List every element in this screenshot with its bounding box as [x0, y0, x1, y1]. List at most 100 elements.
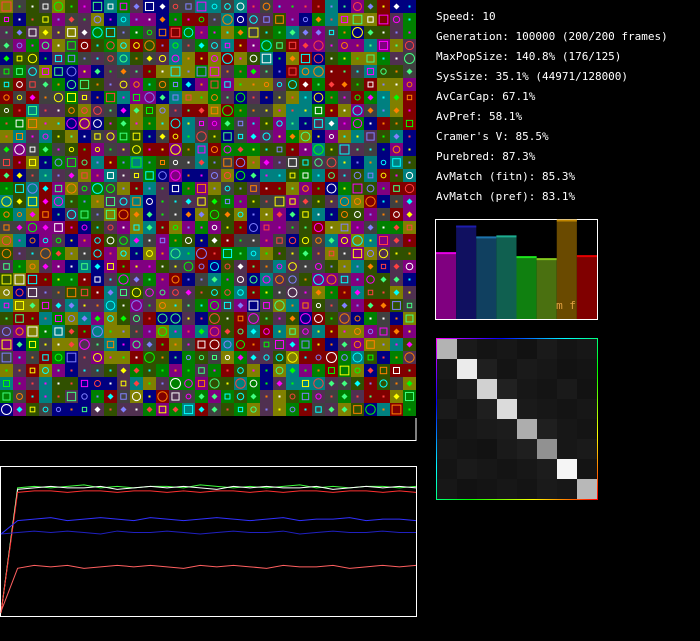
cell-symbol	[159, 289, 166, 296]
graph-frame	[0, 466, 417, 617]
cell	[195, 13, 208, 26]
cell-symbol	[237, 367, 244, 374]
cell-symbol	[382, 148, 385, 151]
cell-symbol	[237, 354, 244, 361]
cell-symbol	[330, 213, 333, 216]
cell-symbol	[42, 263, 49, 270]
cell-symbol	[356, 161, 359, 164]
cell-symbol	[16, 172, 23, 179]
cell	[13, 130, 26, 143]
cell-symbol	[235, 339, 246, 350]
cell-symbol	[67, 93, 76, 102]
cell-symbol	[1, 339, 12, 350]
cell-symbol	[16, 211, 23, 218]
cell-symbol	[239, 252, 242, 255]
cell-symbol	[57, 278, 60, 281]
cell-symbol	[265, 122, 268, 125]
matrix-cell	[577, 399, 597, 419]
cell-symbol	[235, 378, 246, 389]
cell-symbol	[28, 28, 37, 37]
cell-symbol	[210, 106, 219, 115]
cell-symbol	[27, 326, 38, 337]
cell-symbol	[185, 94, 192, 101]
cell	[273, 338, 286, 351]
cell	[260, 273, 273, 286]
cell-symbol	[405, 314, 414, 323]
cell	[104, 52, 117, 65]
cell-symbol	[3, 211, 10, 218]
cell-symbol	[44, 330, 47, 333]
cell-symbol	[119, 2, 128, 11]
cell-symbol	[353, 340, 362, 349]
cell-symbol	[96, 343, 99, 346]
cell-symbol	[343, 70, 346, 73]
cell-symbol	[393, 3, 400, 10]
cell-symbol	[302, 250, 309, 257]
cell	[169, 221, 182, 234]
cell-symbol	[5, 122, 8, 125]
cell	[247, 403, 260, 416]
cell-symbol	[133, 237, 140, 244]
cell-symbol	[66, 183, 77, 194]
cell	[13, 208, 26, 221]
cell	[208, 0, 221, 13]
cell-symbol	[198, 354, 205, 361]
cell-symbol	[81, 393, 88, 400]
cell-symbol	[148, 135, 151, 138]
cell	[221, 156, 234, 169]
cell	[169, 182, 182, 195]
cell	[351, 182, 364, 195]
cell-symbol	[252, 213, 255, 216]
cell-symbol	[408, 408, 411, 411]
cell-symbol	[198, 367, 205, 374]
cell-symbol	[317, 252, 320, 255]
cell	[78, 78, 91, 91]
cell-symbol	[301, 236, 310, 245]
cell	[338, 13, 351, 26]
cell-symbol	[54, 54, 63, 63]
cell-symbol	[135, 265, 138, 268]
cell-symbol	[304, 96, 307, 99]
cell-symbol	[275, 366, 284, 375]
cell-symbol	[148, 278, 151, 281]
cell	[221, 182, 234, 195]
cell	[260, 52, 273, 65]
matrix-cell	[457, 399, 477, 419]
cell-symbol	[31, 317, 34, 320]
cell-symbol	[133, 107, 140, 114]
cell	[156, 403, 169, 416]
cell-symbol	[92, 352, 103, 363]
cell-symbol	[120, 107, 127, 114]
cell-symbol	[265, 395, 268, 398]
cell	[221, 338, 234, 351]
cell	[78, 403, 91, 416]
cell	[338, 273, 351, 286]
cell-symbol	[289, 55, 296, 62]
cell-symbol	[289, 393, 296, 400]
cell-symbol	[352, 27, 363, 38]
cell-symbol	[67, 54, 76, 63]
cell	[117, 0, 130, 13]
matrix-cell	[557, 479, 577, 499]
cell-symbol	[304, 291, 307, 294]
cell-symbol	[197, 145, 206, 154]
cell-symbol	[144, 92, 155, 103]
cell-symbol	[57, 369, 60, 372]
cell-symbol	[339, 365, 350, 376]
cell-symbol	[356, 83, 359, 86]
cell	[234, 0, 247, 13]
cell	[377, 169, 390, 182]
cell-symbol	[28, 67, 37, 76]
cell	[286, 156, 299, 169]
cell	[299, 156, 312, 169]
cell-symbol	[70, 200, 73, 203]
cell-symbol	[42, 29, 49, 36]
cell	[403, 117, 416, 130]
cell	[208, 117, 221, 130]
cell-symbol	[187, 226, 190, 229]
cell-symbol	[330, 109, 333, 112]
cell	[273, 13, 286, 26]
cell-symbol	[197, 379, 206, 388]
cell-symbol	[109, 70, 112, 73]
cell-symbol	[3, 263, 10, 270]
